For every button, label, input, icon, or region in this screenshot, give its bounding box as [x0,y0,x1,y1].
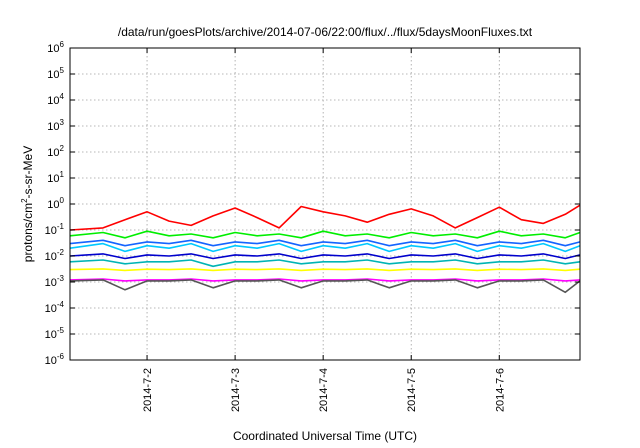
x-tick-label: 2014-7-2 [142,368,154,412]
y-tick-label-exponent: -3 [57,274,65,283]
x-tick-label: 2014-7-3 [230,368,242,412]
y-tick-label-exponent: 6 [60,40,65,49]
y-tick-label-base: 10 [47,121,59,133]
y-tick-label: 101 [47,170,64,185]
series-line-5 [69,253,581,260]
y-tick-label-exponent: -5 [57,326,65,335]
y-tick-label-base: 10 [47,43,59,55]
y-tick-label-base: 10 [47,147,59,159]
y-tick-label-base: 10 [47,199,59,211]
chart-title: /data/run/goesPlots/archive/2014-07-06/2… [118,25,533,39]
y-tick-label-exponent: 4 [60,92,65,101]
y-tick-label: 106 [47,40,64,55]
y-tick-label: 104 [47,92,64,107]
axes: 10-610-510-410-310-210-11001011021031041… [45,40,580,412]
y-tick-label-base: 10 [47,95,59,107]
y-tick-label: 10-3 [45,274,65,289]
series-line-8 [69,278,581,282]
plot-frame [69,47,581,361]
y-tick-label-exponent: 2 [60,144,65,153]
y-tick-label-base: 10 [47,173,59,185]
y-tick-label-exponent: -4 [57,300,65,309]
x-tick-label: 2014-7-5 [406,368,418,412]
y-axis-label: protons/cm2-s-sr-MeV [20,146,35,262]
y-tick-label: 10-2 [45,248,65,263]
y-tick-label-base: 10 [45,225,57,237]
series-line-2 [69,230,581,239]
x-tick-label: 2014-7-4 [318,368,330,412]
y-tick-label: 103 [47,118,64,133]
y-tick-label-base: 10 [45,251,57,263]
y-tick-label-exponent: -1 [57,222,65,231]
grid [70,48,580,360]
series-group [69,204,581,294]
y-tick-label-exponent: -6 [57,352,65,361]
y-tick-label: 100 [47,196,64,211]
y-tick-label-base: 10 [45,329,57,341]
y-tick-label-exponent: 3 [60,118,65,127]
y-tick-label: 10-1 [45,222,65,237]
y-tick-label-exponent: -2 [57,248,65,257]
y-tick-label-exponent: 0 [60,196,65,205]
series-line-4 [69,239,581,247]
x-axis-label: Coordinated Universal Time (UTC) [233,429,417,443]
y-axis-label-superscript: 2 [20,198,29,203]
y-tick-label-base: 10 [45,355,57,367]
y-tick-label-base: 10 [45,277,57,289]
series-line-9 [69,279,581,294]
x-tick-label: 2014-7-6 [494,368,506,412]
y-tick-label-exponent: 5 [60,66,65,75]
y-tick-label: 105 [47,66,64,81]
y-tick-label: 10-6 [45,352,65,367]
series-line-6 [69,259,581,268]
y-axis-label-prefix: protons/cm [21,203,35,262]
series-line-3 [69,242,581,253]
y-tick-label: 102 [47,144,64,159]
y-tick-label: 10-4 [45,300,65,315]
y-tick-label-exponent: 1 [60,170,65,179]
y-tick-label: 10-5 [45,326,65,341]
y-tick-label-base: 10 [47,69,59,81]
series-line-1 [69,204,581,231]
y-axis-label-suffix: -s-sr-MeV [21,146,35,199]
series-line-7 [69,268,581,272]
y-tick-label-base: 10 [45,303,57,315]
